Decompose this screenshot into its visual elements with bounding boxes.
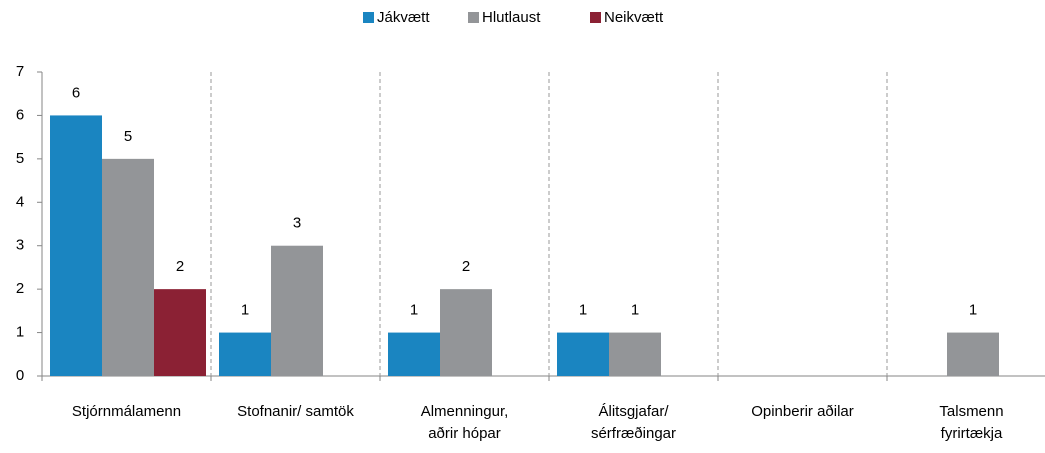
legend-label: Jákvætt xyxy=(377,9,430,26)
y-tick-label: 4 xyxy=(16,193,24,210)
data-label: 2 xyxy=(462,258,470,275)
data-label: 5 xyxy=(124,128,132,145)
y-tick-label: 1 xyxy=(16,324,24,341)
x-tick-label: Opinberir aðilar xyxy=(751,403,854,420)
data-label: 3 xyxy=(293,215,301,232)
data-label: 1 xyxy=(241,302,249,319)
legend-swatch xyxy=(363,12,374,23)
bar xyxy=(557,332,609,376)
legend-swatch xyxy=(590,12,601,23)
bar xyxy=(947,332,999,376)
x-tick-label-line: Álitsgjafar/ xyxy=(598,403,669,420)
x-tick-label-line: sérfræðingar xyxy=(591,425,676,442)
legend-label: Neikvætt xyxy=(604,9,664,26)
x-tick-label-line: Almenningur, xyxy=(421,403,509,420)
x-tick-label-line: fyrirtækja xyxy=(941,425,1003,442)
data-label: 2 xyxy=(176,258,184,275)
y-tick-label: 3 xyxy=(16,237,24,254)
legend-swatch xyxy=(468,12,479,23)
y-tick-label: 0 xyxy=(16,367,24,384)
data-label: 6 xyxy=(72,84,80,101)
x-tick-label: Stjórnmálamenn xyxy=(72,403,181,420)
x-tick-label: Talsmenn fyrirtækja xyxy=(939,403,1003,442)
bar xyxy=(271,245,323,376)
x-tick-label: Stofnanir/ samtök xyxy=(237,403,354,420)
x-tick-label: Almenningur, aðrir hópar xyxy=(421,403,509,442)
legend-label: Hlutlaust xyxy=(482,9,541,26)
x-tick-label-line: Stjórnmálamenn xyxy=(72,403,181,420)
x-tick-label-line: aðrir hópar xyxy=(428,425,501,442)
y-tick-label: 6 xyxy=(16,106,24,123)
y-tick-label: 5 xyxy=(16,150,24,167)
data-label: 1 xyxy=(969,302,977,319)
y-tick-label: 7 xyxy=(16,63,24,80)
y-tick-label: 2 xyxy=(16,280,24,297)
data-label: 1 xyxy=(631,302,639,319)
bar xyxy=(609,332,661,376)
bar xyxy=(388,332,440,376)
bar xyxy=(219,332,271,376)
x-tick-label: Álitsgjafar/sérfræðingar xyxy=(591,403,676,442)
bar xyxy=(102,158,154,376)
data-label: 1 xyxy=(579,302,587,319)
x-tick-label-line: Opinberir aðilar xyxy=(751,403,854,420)
data-label: 1 xyxy=(410,302,418,319)
x-tick-label-line: Stofnanir/ samtök xyxy=(237,403,354,420)
x-tick-label-line: Talsmenn xyxy=(939,403,1003,420)
bar xyxy=(50,115,102,376)
bar xyxy=(440,289,492,376)
bar xyxy=(154,289,206,376)
